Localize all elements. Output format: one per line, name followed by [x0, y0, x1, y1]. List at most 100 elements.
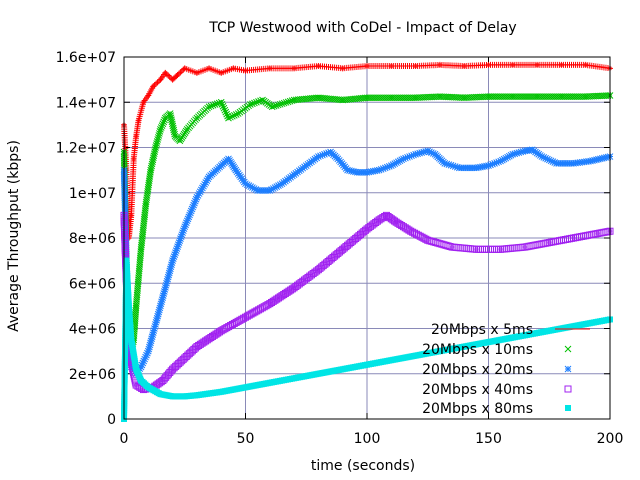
legend-marker: [564, 345, 572, 353]
data-point: [124, 258, 129, 263]
data-point: [219, 389, 224, 395]
data-point: [136, 118, 141, 123]
x-tick-label: 100: [354, 431, 381, 447]
data-point: [384, 213, 389, 218]
y-tick-label: 1.4e+07: [56, 95, 116, 111]
data-point: [267, 380, 272, 385]
data-point: [571, 161, 576, 166]
data-point: [279, 181, 285, 186]
data-point: [170, 367, 175, 372]
series-2: [120, 146, 614, 378]
data-point: [150, 84, 156, 89]
data-point: [182, 394, 187, 399]
data-point: [486, 62, 491, 68]
data-point: [486, 339, 491, 345]
data-point: [143, 201, 149, 207]
data-point: [522, 244, 528, 250]
series-1: [120, 92, 614, 355]
data-point: [583, 94, 588, 99]
data-point: [194, 70, 200, 76]
data-point: [206, 174, 212, 180]
data-point: [376, 217, 382, 223]
data-point: [486, 163, 491, 168]
x-tick-label: 50: [237, 431, 255, 447]
data-point: [194, 115, 200, 121]
data-point: [486, 94, 491, 99]
data-point: [462, 95, 467, 100]
data-point: [364, 95, 370, 100]
data-point: [146, 348, 151, 354]
data-point: [389, 163, 394, 168]
y-tick-label: 2e+06: [69, 367, 116, 383]
data-point: [340, 97, 345, 103]
y-tick-label: 1.2e+07: [56, 141, 116, 157]
data-point: [255, 188, 260, 193]
data-point: [413, 152, 418, 157]
data-point: [131, 156, 136, 162]
data-point: [462, 63, 467, 69]
legend-label: 20Mbps x 20ms: [422, 362, 533, 378]
data-point: [304, 163, 309, 168]
data-point: [364, 63, 370, 69]
data-point: [449, 244, 455, 250]
data-point: [170, 77, 175, 82]
data-point: [163, 115, 168, 121]
y-tick-label: 1.6e+07: [56, 50, 116, 66]
data-point: [219, 163, 224, 168]
data-point: [498, 158, 503, 164]
y-tick-label: 4e+06: [69, 322, 116, 338]
legend-marker: [565, 405, 571, 411]
data-point: [133, 367, 139, 372]
data-point: [393, 219, 399, 225]
data-point: [522, 148, 528, 154]
data-point: [462, 344, 467, 349]
data-point: [243, 68, 248, 73]
data-point: [510, 335, 515, 340]
data-point: [184, 127, 190, 132]
data-point: [148, 167, 153, 173]
data-point: [559, 94, 564, 99]
data-point: [243, 314, 248, 320]
data-point: [316, 154, 321, 159]
data-point: [226, 115, 231, 121]
data-point: [291, 376, 297, 381]
data-point: [231, 66, 236, 71]
data-point: [364, 226, 370, 232]
data-point: [583, 321, 588, 327]
data-point: [163, 70, 168, 76]
data-point: [432, 152, 438, 157]
data-point: [530, 147, 535, 152]
data-point: [129, 213, 134, 218]
data-point: [167, 111, 173, 116]
data-point: [129, 337, 134, 343]
data-point: [413, 63, 418, 69]
data-point: [457, 165, 462, 171]
data-point: [328, 149, 333, 155]
data-point: [141, 100, 146, 105]
data-point: [194, 393, 200, 398]
data-point: [340, 247, 345, 252]
data-point: [376, 167, 382, 173]
data-point: [248, 102, 253, 107]
data-point: [182, 66, 187, 71]
data-point: [158, 77, 163, 82]
data-point: [389, 95, 394, 100]
data-point: [146, 93, 151, 98]
data-point: [510, 152, 515, 157]
data-point: [510, 94, 515, 99]
data-point: [243, 181, 248, 186]
y-axis-label: Average Throughput (kbps): [6, 140, 22, 332]
data-point: [345, 167, 350, 173]
grid: [124, 57, 610, 419]
data-point: [498, 247, 503, 252]
legend: 20Mbps x 5ms 20Mbps x 10ms 20Mbps x 20ms 20…: [422, 322, 590, 417]
data-point: [559, 62, 564, 68]
series-3: [120, 211, 614, 394]
data-point: [243, 385, 248, 390]
chart-title: TCP Westwood with CoDel - Impact of Dela…: [208, 20, 516, 36]
data-point: [206, 66, 212, 71]
data-point: [153, 145, 158, 150]
data-point: [233, 167, 238, 173]
data-point: [138, 378, 144, 383]
